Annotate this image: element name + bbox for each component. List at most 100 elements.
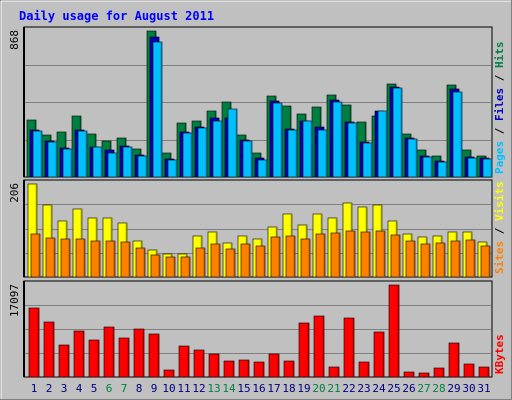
bar-pages-day-7 — [122, 146, 133, 178]
day-label-2: 2 — [46, 382, 53, 395]
bar-pages-day-10 — [167, 159, 178, 178]
bar-kbytes-day-29 — [448, 342, 460, 378]
bar-sites-day-29 — [450, 240, 461, 278]
bar-pages-day-24 — [377, 110, 388, 178]
day-axis-labels: 1 2 3 4 5 6 7 8 9 10 11 12 13 14 15 16 17 18 19 20 21 22 23 24 2… — [31, 382, 491, 395]
day-label-17: 17 — [267, 382, 280, 395]
bar-pages-day-4 — [77, 130, 88, 178]
bar-pages-day-19 — [302, 120, 313, 178]
bar-kbytes-day-17 — [268, 353, 280, 378]
panel-visits-legend: Sites / Visits — [493, 181, 506, 274]
day-label-15: 15 — [237, 382, 250, 395]
day-label-11: 11 — [177, 382, 190, 395]
bar-sites-day-28 — [435, 242, 446, 278]
bar-kbytes-day-19 — [298, 322, 310, 378]
day-label-22: 22 — [342, 382, 355, 395]
panel-hits-legend: Pages / Files / Hits — [493, 42, 506, 175]
bar-sites-day-27 — [420, 243, 431, 278]
bar-sites-day-6 — [105, 240, 116, 278]
bar-kbytes-day-2 — [43, 321, 55, 378]
day-label-23: 23 — [357, 382, 370, 395]
bar-kbytes-day-1 — [28, 307, 40, 378]
legend-item-visits: Visits — [493, 181, 506, 221]
bar-kbytes-day-18 — [283, 360, 295, 378]
bar-pages-day-26 — [407, 138, 418, 178]
bar-pages-day-23 — [362, 142, 373, 178]
bar-kbytes-day-20 — [313, 315, 325, 378]
day-label-29: 29 — [447, 382, 460, 395]
bar-kbytes-day-15 — [238, 359, 250, 378]
legend-text: Pages / Files / Hits — [493, 42, 506, 175]
bar-pages-day-9 — [152, 41, 163, 178]
day-label-6: 6 — [106, 382, 113, 395]
day-label-24: 24 — [372, 382, 386, 395]
bar-kbytes-day-8 — [133, 328, 145, 378]
bar-sites-day-16 — [255, 245, 266, 278]
bar-kbytes-day-28 — [433, 367, 445, 378]
legend-separator: / — [493, 68, 506, 88]
legend-text: KBytes — [493, 334, 506, 374]
day-label-9: 9 — [151, 382, 158, 395]
bar-pages-day-17 — [272, 102, 283, 178]
bar-kbytes-day-26 — [403, 371, 415, 378]
bar-sites-day-7 — [120, 241, 131, 278]
bar-pages-day-25 — [392, 87, 403, 178]
bar-kbytes-day-31 — [478, 366, 490, 378]
bar-sites-day-9 — [150, 254, 161, 278]
bar-kbytes-day-10 — [163, 369, 175, 378]
bar-pages-day-15 — [242, 140, 253, 178]
legend-separator: / — [493, 221, 506, 241]
bar-sites-day-25 — [390, 234, 401, 278]
bar-pages-day-1 — [32, 130, 43, 178]
bar-pages-day-6 — [107, 152, 118, 178]
panel-kbytes-bars — [28, 284, 490, 378]
panel-kbytes-gridlines — [25, 305, 491, 354]
bar-sites-day-26 — [405, 240, 416, 278]
legend-separator: / — [493, 121, 506, 141]
day-label-31: 31 — [477, 382, 490, 395]
bar-sites-day-5 — [90, 240, 101, 278]
bar-pages-day-21 — [332, 101, 343, 178]
bar-sites-day-22 — [345, 230, 356, 278]
bar-sites-day-8 — [135, 247, 146, 278]
bar-pages-day-28 — [437, 161, 448, 178]
bar-pages-day-3 — [62, 148, 73, 178]
bar-sites-day-1 — [30, 233, 41, 278]
day-label-7: 7 — [121, 382, 128, 395]
day-label-8: 8 — [136, 382, 143, 395]
bar-pages-day-29 — [452, 91, 463, 178]
bar-sites-day-24 — [375, 230, 386, 278]
bar-kbytes-day-4 — [73, 330, 85, 378]
bar-kbytes-day-16 — [253, 361, 265, 378]
bar-kbytes-day-12 — [193, 349, 205, 378]
day-label-30: 30 — [462, 382, 475, 395]
panel-hits-max-label: 868 — [8, 30, 21, 50]
bar-kbytes-day-25 — [388, 284, 400, 378]
bar-sites-day-30 — [465, 239, 476, 278]
bar-kbytes-day-14 — [223, 360, 235, 378]
bar-kbytes-day-6 — [103, 326, 115, 378]
bar-kbytes-day-11 — [178, 345, 190, 378]
day-label-5: 5 — [91, 382, 98, 395]
legend-item-pages: Pages — [493, 141, 506, 174]
bar-kbytes-day-3 — [58, 344, 70, 378]
bar-pages-day-8 — [137, 155, 148, 178]
bar-sites-day-2 — [45, 237, 56, 278]
bar-pages-day-30 — [467, 157, 478, 178]
bar-pages-day-22 — [347, 122, 358, 178]
bar-sites-day-17 — [270, 236, 281, 278]
bar-kbytes-day-21 — [328, 366, 340, 378]
bar-kbytes-day-9 — [148, 333, 160, 378]
day-label-27: 27 — [417, 382, 430, 395]
legend-item-sites: Sites — [493, 241, 506, 274]
bar-kbytes-day-22 — [343, 317, 355, 378]
bar-sites-day-10 — [165, 256, 176, 278]
panel-kbytes-legend: KBytes — [493, 334, 506, 374]
bar-sites-day-13 — [210, 243, 221, 278]
day-label-16: 16 — [252, 382, 265, 395]
bar-pages-day-13 — [212, 120, 223, 178]
chart-title: Daily usage for August 2011 — [19, 9, 214, 23]
day-label-25: 25 — [387, 382, 400, 395]
panel-hits-bars — [26, 30, 493, 178]
